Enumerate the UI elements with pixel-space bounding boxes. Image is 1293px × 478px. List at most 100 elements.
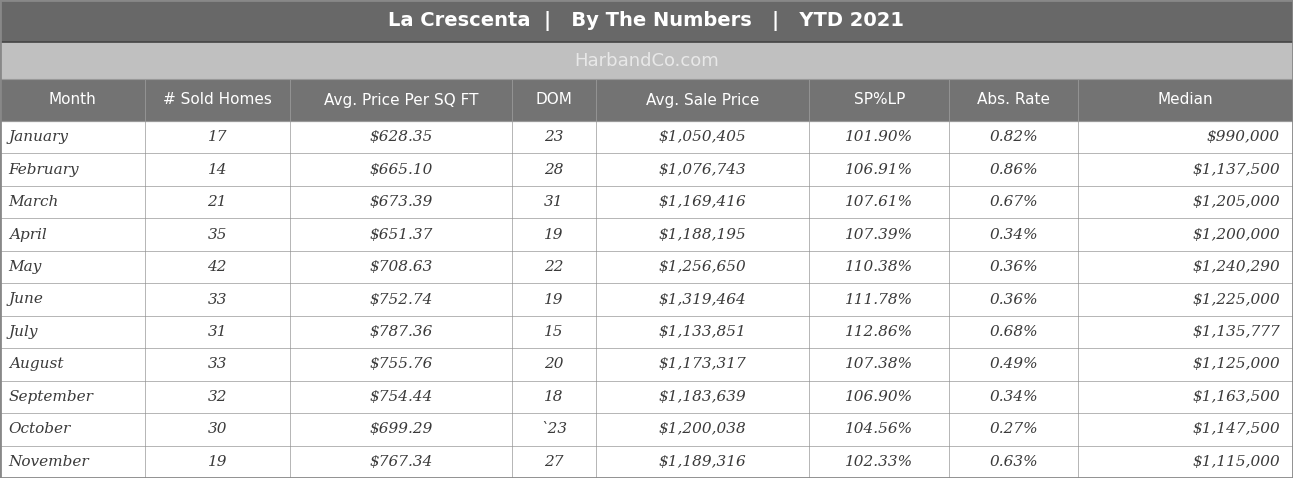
Text: January: January (9, 130, 69, 144)
Text: 107.61%: 107.61% (846, 195, 913, 209)
Text: $1,189,316: $1,189,316 (659, 455, 746, 469)
Text: Avg. Sale Price: Avg. Sale Price (646, 93, 759, 108)
Text: 0.68%: 0.68% (989, 325, 1038, 339)
Text: 0.86%: 0.86% (989, 163, 1038, 177)
Text: 0.82%: 0.82% (989, 130, 1038, 144)
Bar (0, 79, 1293, 121)
Text: $1,163,500: $1,163,500 (1192, 390, 1280, 404)
Text: $1,183,639: $1,183,639 (659, 390, 746, 404)
Text: $628.35: $628.35 (369, 130, 433, 144)
Bar (0, 186, 1293, 218)
Text: 35: 35 (207, 228, 228, 241)
Text: June: June (9, 293, 44, 306)
Text: $1,173,317: $1,173,317 (659, 358, 746, 371)
Text: 20: 20 (544, 358, 564, 371)
Text: $1,115,000: $1,115,000 (1192, 455, 1280, 469)
Bar (0, 283, 1293, 316)
Text: Abs. Rate: Abs. Rate (978, 93, 1050, 108)
Text: 14: 14 (207, 163, 228, 177)
Text: 32: 32 (207, 390, 228, 404)
Text: 17: 17 (207, 130, 228, 144)
Text: April: April (9, 228, 47, 241)
Bar (0, 445, 1293, 478)
Text: `23: `23 (540, 423, 568, 436)
Text: 102.33%: 102.33% (846, 455, 913, 469)
Text: $755.76: $755.76 (369, 358, 433, 371)
Text: 0.34%: 0.34% (989, 390, 1038, 404)
Text: 0.36%: 0.36% (989, 293, 1038, 306)
Text: $1,135,777: $1,135,777 (1192, 325, 1280, 339)
Text: 0.67%: 0.67% (989, 195, 1038, 209)
Text: $1,240,290: $1,240,290 (1192, 260, 1280, 274)
Text: $1,200,038: $1,200,038 (659, 423, 746, 436)
Text: 42: 42 (207, 260, 228, 274)
Text: $1,133,851: $1,133,851 (659, 325, 746, 339)
Bar (0, 121, 1293, 153)
Text: Median: Median (1157, 93, 1214, 108)
Bar (0, 251, 1293, 283)
Text: 15: 15 (544, 325, 564, 339)
Text: 18: 18 (544, 390, 564, 404)
Text: $787.36: $787.36 (369, 325, 433, 339)
Text: 0.63%: 0.63% (989, 455, 1038, 469)
Text: 22: 22 (544, 260, 564, 274)
Text: $752.74: $752.74 (369, 293, 433, 306)
Text: 31: 31 (207, 325, 228, 339)
Text: February: February (9, 163, 79, 177)
Text: $1,169,416: $1,169,416 (659, 195, 746, 209)
Bar (0, 316, 1293, 348)
Text: 101.90%: 101.90% (846, 130, 913, 144)
Text: 107.39%: 107.39% (846, 228, 913, 241)
Text: 0.36%: 0.36% (989, 260, 1038, 274)
Text: 30: 30 (207, 423, 228, 436)
Text: 33: 33 (207, 293, 228, 306)
Text: SP%LP: SP%LP (853, 93, 905, 108)
Text: $1,188,195: $1,188,195 (659, 228, 746, 241)
Text: $1,125,000: $1,125,000 (1192, 358, 1280, 371)
Text: $990,000: $990,000 (1206, 130, 1280, 144)
Text: $673.39: $673.39 (369, 195, 433, 209)
Text: $1,319,464: $1,319,464 (659, 293, 746, 306)
Text: July: July (9, 325, 39, 339)
Bar (0, 348, 1293, 380)
Text: 28: 28 (544, 163, 564, 177)
Text: 104.56%: 104.56% (846, 423, 913, 436)
Text: Avg. Price Per SQ FT: Avg. Price Per SQ FT (323, 93, 478, 108)
Text: November: November (9, 455, 89, 469)
Bar (0, 413, 1293, 445)
Text: $1,137,500: $1,137,500 (1192, 163, 1280, 177)
Text: 106.91%: 106.91% (846, 163, 913, 177)
Text: 106.90%: 106.90% (846, 390, 913, 404)
Text: $1,205,000: $1,205,000 (1192, 195, 1280, 209)
Bar (0, 0, 1293, 42)
Text: 23: 23 (544, 130, 564, 144)
Text: $1,076,743: $1,076,743 (659, 163, 746, 177)
Bar (0, 218, 1293, 251)
Text: 112.86%: 112.86% (846, 325, 913, 339)
Text: August: August (9, 358, 63, 371)
Text: 31: 31 (544, 195, 564, 209)
Text: $1,256,650: $1,256,650 (659, 260, 746, 274)
Text: 33: 33 (207, 358, 228, 371)
Text: $1,050,405: $1,050,405 (659, 130, 746, 144)
Text: $651.37: $651.37 (369, 228, 433, 241)
Text: 19: 19 (544, 228, 564, 241)
Text: May: May (9, 260, 43, 274)
Text: La Crescenta  |   By The Numbers   |   YTD 2021: La Crescenta | By The Numbers | YTD 2021 (388, 11, 905, 31)
Text: 110.38%: 110.38% (846, 260, 913, 274)
Text: $699.29: $699.29 (369, 423, 433, 436)
Text: 0.34%: 0.34% (989, 228, 1038, 241)
Text: 27: 27 (544, 455, 564, 469)
Text: $665.10: $665.10 (369, 163, 433, 177)
Text: September: September (9, 390, 93, 404)
Text: March: March (9, 195, 59, 209)
Text: 0.27%: 0.27% (989, 423, 1038, 436)
Text: # Sold Homes: # Sold Homes (163, 93, 272, 108)
Text: $1,200,000: $1,200,000 (1192, 228, 1280, 241)
Text: Month: Month (49, 93, 96, 108)
Text: October: October (9, 423, 71, 436)
Text: HarbandCo.com: HarbandCo.com (574, 52, 719, 69)
Text: 107.38%: 107.38% (846, 358, 913, 371)
Text: 111.78%: 111.78% (846, 293, 913, 306)
Text: DOM: DOM (535, 93, 573, 108)
